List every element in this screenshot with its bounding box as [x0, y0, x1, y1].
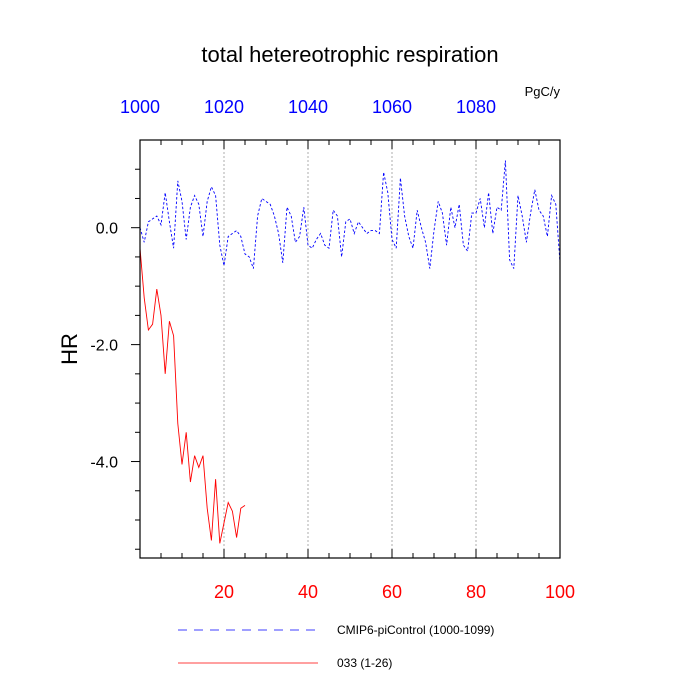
y-axis-label: HR [57, 333, 82, 365]
bottom-tick-label: 100 [545, 582, 575, 602]
tick-labels: 20 40 60 80 100 1000 1020 1040 1060 1080 0.0 -2.0 -4… [90, 97, 575, 602]
series-line-0 [139, 160, 561, 269]
top-tick-label: 1080 [456, 97, 496, 117]
y-tick-label: -4.0 [90, 455, 118, 472]
bottom-tick-label: 60 [382, 582, 402, 602]
top-tick-label: 1060 [372, 97, 412, 117]
y-tick-label: 0.0 [96, 221, 118, 238]
plot-frame [139, 139, 561, 559]
bottom-tick-label: 80 [466, 582, 486, 602]
top-tick-label: 1000 [120, 97, 160, 117]
axis-ticks [131, 140, 561, 558]
top-tick-label: 1020 [204, 97, 244, 117]
series-lines [139, 160, 561, 544]
bottom-tick-label: 40 [298, 582, 318, 602]
legend-label-piControl: CMIP6-piControl (1000-1099) [337, 623, 495, 637]
units-label: PgC/y [524, 84, 560, 99]
legend-label-033: 033 (1-26) [337, 656, 393, 670]
y-tick-label: -2.0 [90, 338, 118, 355]
top-tick-label: 1040 [288, 97, 328, 117]
bottom-tick-label: 20 [214, 582, 234, 602]
grid-lines [223, 140, 477, 558]
chart-title: total hetereotrophic respiration [201, 42, 499, 67]
series-line-1 [139, 248, 246, 544]
legend [178, 629, 318, 664]
